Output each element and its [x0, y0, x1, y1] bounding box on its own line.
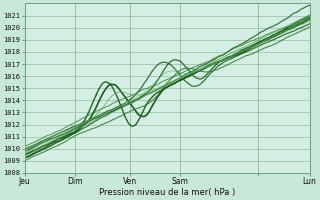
X-axis label: Pression niveau de la mer( hPa ): Pression niveau de la mer( hPa ) — [99, 188, 235, 197]
